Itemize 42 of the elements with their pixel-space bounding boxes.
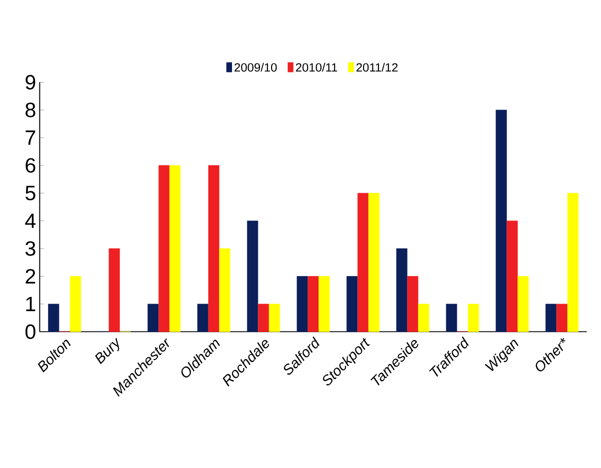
bar (546, 304, 557, 332)
bar (169, 165, 180, 332)
y-tick-label: 6 (26, 158, 36, 173)
bar (318, 276, 330, 332)
y-tick-label: 1 (26, 296, 36, 312)
bar (506, 220, 518, 332)
bar (258, 304, 270, 332)
y-tick-label: 0 (25, 324, 36, 340)
bar (567, 193, 578, 332)
bar (496, 110, 507, 332)
bar (518, 276, 529, 332)
bar (158, 165, 170, 332)
bar (396, 248, 408, 332)
bar (208, 165, 220, 332)
y-tick-label: 4 (25, 214, 36, 228)
legend-label: 2010/11 (296, 63, 338, 72)
bar (556, 304, 568, 332)
bar (308, 276, 319, 332)
bar (368, 193, 380, 332)
y-tick-label: 2 (26, 269, 36, 284)
bar (247, 220, 258, 332)
bar (48, 304, 60, 332)
bar (418, 304, 430, 332)
y-tick-label: 9 (26, 75, 36, 90)
bar (148, 304, 159, 332)
legend-label: 2009/10 (234, 63, 277, 72)
y-tick-label: 3 (25, 241, 36, 256)
legend-label: 2011/12 (356, 63, 398, 72)
bar (468, 304, 479, 332)
y-tick-label: 5 (26, 186, 36, 200)
bar (296, 276, 308, 332)
bar (346, 276, 358, 332)
y-tick-label: 8 (26, 102, 36, 118)
y-tick-label: 7 (26, 130, 36, 145)
bar (70, 276, 82, 332)
bar (357, 193, 369, 332)
bar (268, 304, 280, 332)
bar (219, 248, 230, 332)
bar (407, 276, 418, 332)
bar (197, 304, 208, 332)
bar (108, 248, 120, 332)
bar (446, 304, 458, 332)
